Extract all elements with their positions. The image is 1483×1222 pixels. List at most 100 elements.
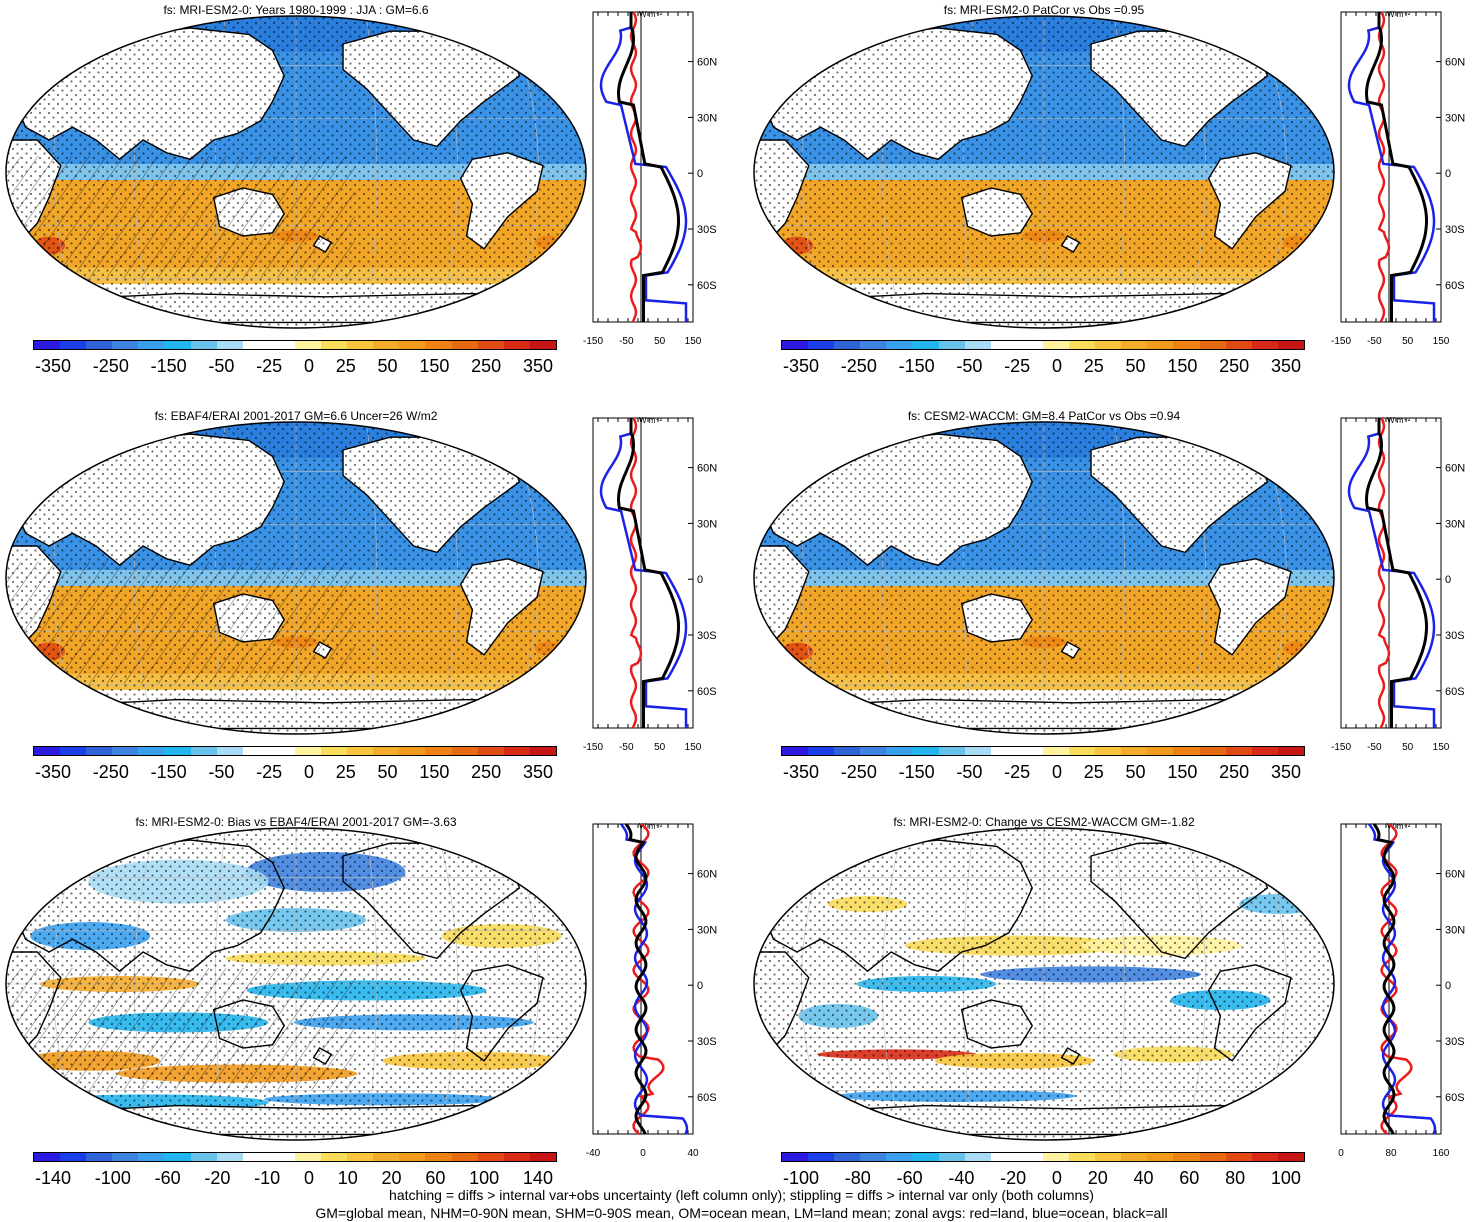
colorbar-label: -350 [35, 762, 72, 782]
zonal-mean-plot: W m⁻² 60N 30N 0 30S 60S -150 -50 50 150 [1331, 10, 1465, 347]
colorbar-swatch [373, 1153, 400, 1161]
colorbar-swatch [242, 747, 269, 755]
colorbar [781, 340, 1305, 350]
colorbar-swatch [242, 1153, 269, 1161]
colorbar-swatch [782, 1153, 809, 1161]
zonal-lat-tick: 60S [1445, 1092, 1465, 1104]
colorbar-swatch [1199, 1153, 1226, 1161]
colorbar-swatch [60, 1153, 87, 1161]
zonal-mean-plot: W m⁻² 60N 30N 0 30S 60S -40 0 40 [586, 822, 717, 1159]
colorbar-label: -140 [35, 1168, 72, 1188]
panel-title: fs: CESM2-WACCM: GM=8.4 PatCor vs Obs =0… [907, 409, 1181, 423]
zonal-x-tick: 150 [1433, 742, 1450, 753]
colorbar-swatch [938, 1153, 965, 1161]
colorbar-label: 50 [1125, 762, 1146, 782]
colorbar-swatch [503, 747, 530, 755]
zonal-mean-plot: W m⁻² 60N 30N 0 30S 60S -150 -50 50 150 [583, 10, 717, 347]
colorbar-swatch [86, 747, 113, 755]
colorbar-swatch [912, 747, 939, 755]
world-map [5, 421, 587, 735]
colorbar-label: 150 [419, 356, 450, 376]
colorbar-swatch [1147, 747, 1174, 755]
colorbar-swatch [347, 341, 374, 349]
colorbar-label: -250 [840, 762, 877, 782]
zonal-lat-tick: 60N [697, 57, 717, 69]
panel-title: fs: EBAF4/ERAI 2001-2017 GM=6.6 Uncer=26… [154, 409, 438, 423]
colorbar-swatch [112, 341, 139, 349]
colorbar-label: 250 [1219, 762, 1250, 782]
colorbar-label: -40 [948, 1168, 975, 1188]
colorbar-label: 50 [377, 356, 398, 376]
zonal-lat-tick: 0 [1445, 980, 1451, 992]
panel-title: fs: MRI-ESM2-0: Years 1980-1999 : JJA : … [163, 3, 429, 17]
zonal-curve-ocean [1347, 12, 1436, 322]
zonal-curve-ocean [599, 418, 688, 728]
colorbar-label: -25 [256, 356, 283, 376]
zonal-lat-tick: 60S [697, 280, 717, 292]
zonal-lat-tick: 30N [697, 518, 717, 530]
zonal-lat-tick: 30S [697, 1036, 717, 1048]
colorbar-swatch [1251, 1153, 1278, 1161]
colorbar [33, 746, 557, 756]
colorbar-swatch [268, 341, 295, 349]
colorbar-swatch [373, 747, 400, 755]
colorbar-swatch [86, 341, 113, 349]
colorbar-label: 250 [471, 762, 502, 782]
colorbar-label: -150 [150, 762, 187, 782]
colorbar-label: 350 [1270, 762, 1301, 782]
colorbar-swatch [1147, 341, 1174, 349]
colorbar-swatch [1042, 1153, 1070, 1161]
colorbar-swatch [912, 341, 939, 349]
colorbar-swatch [1277, 747, 1304, 755]
zonal-lat-tick: 30S [697, 630, 717, 642]
colorbar-swatch [321, 1153, 348, 1161]
zonal-curve-land [1377, 11, 1391, 323]
colorbar-swatch [477, 341, 504, 349]
colorbar-swatch [964, 341, 991, 349]
colorbar-label: 150 [1167, 356, 1198, 376]
zonal-lat-tick: 30N [1445, 518, 1465, 530]
zonal-lat-tick: 0 [1445, 168, 1451, 180]
zonal-curve-ocean [619, 823, 689, 1135]
colorbar-label: 60 [425, 1168, 446, 1188]
colorbar-swatch [451, 747, 478, 755]
zonal-curve-land [629, 417, 643, 729]
colorbar-label: -50 [956, 762, 983, 782]
zonal-curve-land [629, 11, 643, 323]
colorbar-labels: -140 -100 -60 -20 -10 0 10 20 60 100 140 [35, 1168, 553, 1189]
colorbar-swatch [782, 341, 809, 349]
colorbar-label: 100 [469, 1168, 500, 1188]
zonal-x-tick: -150 [1331, 742, 1351, 753]
colorbar-swatch [347, 1153, 374, 1161]
colorbar-label: 0 [1051, 762, 1062, 782]
colorbar-swatch [1069, 1153, 1096, 1161]
colorbar [781, 746, 1305, 756]
zonal-curve-ocean [1347, 418, 1436, 728]
zonal-x-tick: 40 [687, 1148, 699, 1159]
colorbar-label: 80 [1225, 1168, 1246, 1188]
colorbar-label: 50 [377, 762, 398, 782]
colorbar-label: -10 [254, 1168, 281, 1188]
colorbar [781, 1152, 1305, 1162]
colorbar-swatch [1277, 1153, 1304, 1161]
zonal-lat-tick: 0 [697, 168, 703, 180]
zonal-mean-plot: W m⁻² 60N 30N 0 30S 60S -150 -50 50 150 [583, 416, 717, 753]
colorbar-swatch [164, 1153, 191, 1161]
colorbar-label: 250 [1219, 356, 1250, 376]
zonal-lat-tick: 30S [1445, 1036, 1465, 1048]
colorbar-swatch [529, 1153, 556, 1161]
zonal-lat-tick: 60N [1445, 463, 1465, 475]
zonal-curve-all [624, 823, 648, 1135]
colorbar-swatch [808, 341, 835, 349]
colorbar-swatch [477, 747, 504, 755]
colorbar-swatch [399, 747, 426, 755]
colorbar-swatch [34, 341, 61, 349]
colorbar-swatch [138, 747, 165, 755]
zonal-lat-tick: 60S [697, 686, 717, 698]
colorbar-label: 100 [1270, 1168, 1301, 1188]
zonal-x-tick: 50 [654, 742, 666, 753]
zonal-lat-tick: 30S [1445, 630, 1465, 642]
zonal-unit: W m⁻² [639, 822, 663, 831]
colorbar-label: 250 [471, 356, 502, 376]
colorbar-label: -150 [150, 356, 187, 376]
